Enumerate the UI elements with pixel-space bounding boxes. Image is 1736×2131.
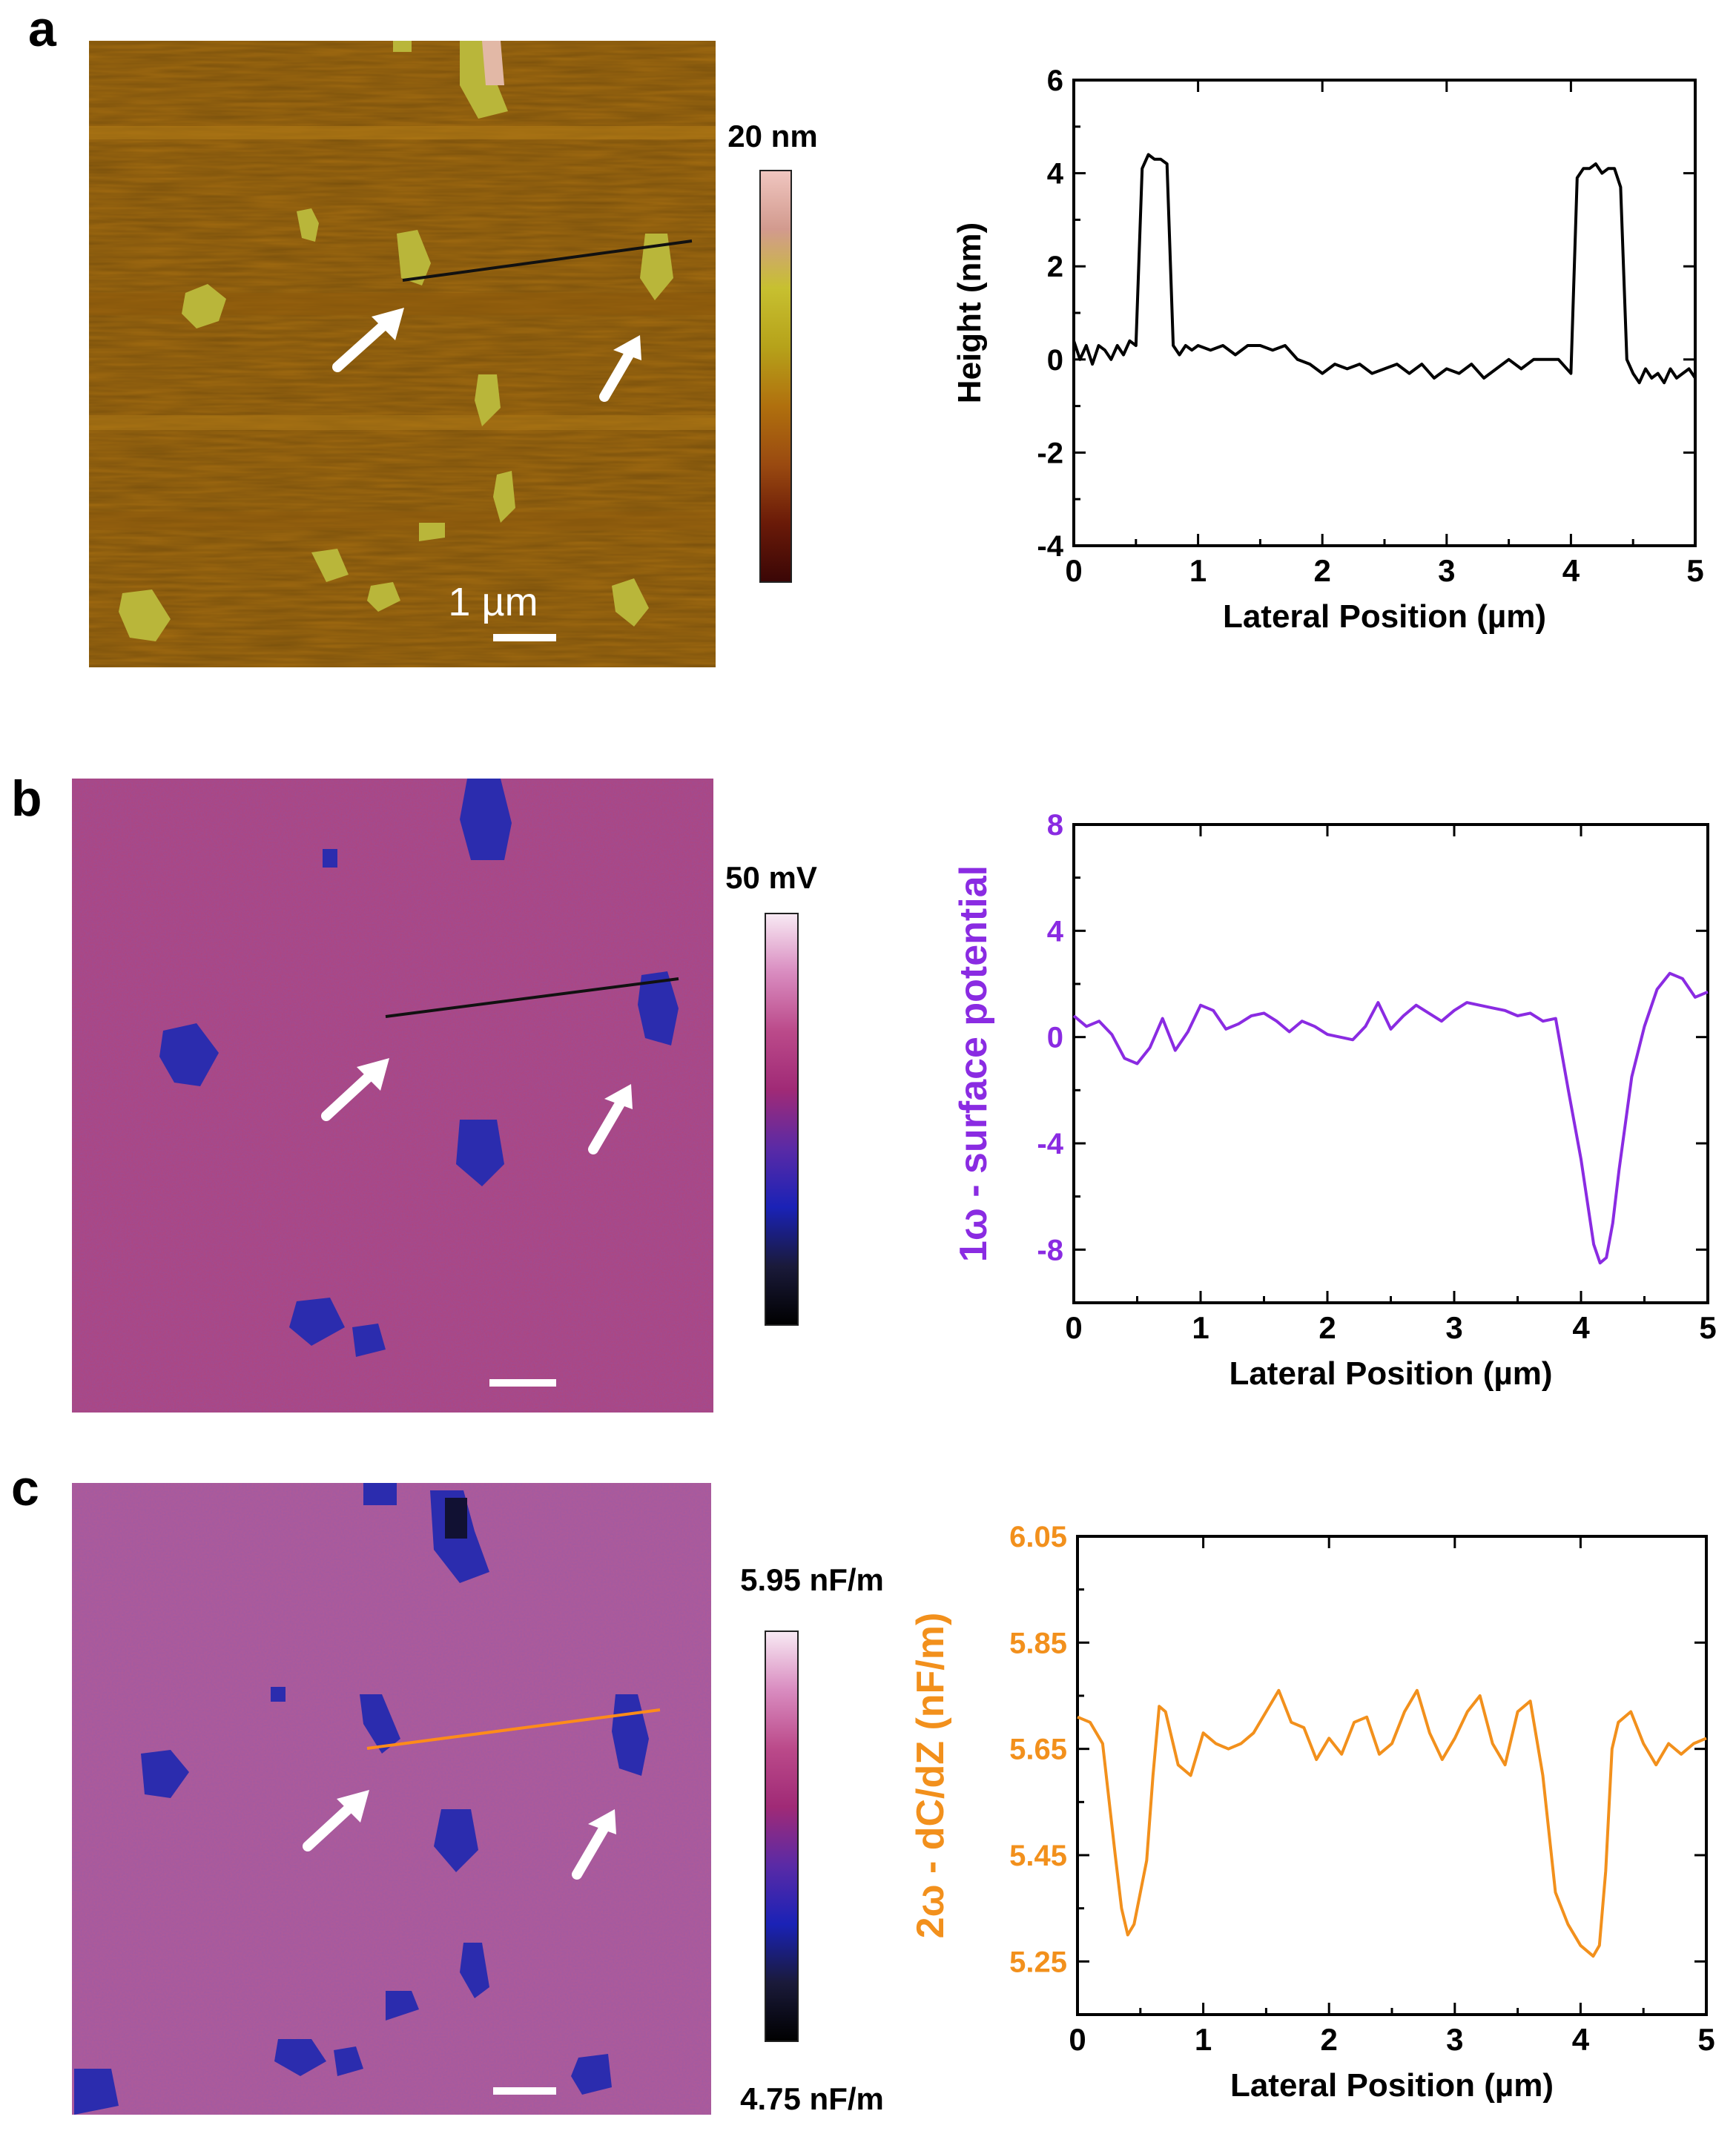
plot-frame: [1072, 79, 1697, 547]
y-axis-label: 2ω - dC/dZ (nF/m): [909, 1613, 952, 1939]
scale-bar: [493, 2087, 556, 2095]
x-tick-label: 0: [1069, 2022, 1086, 2057]
profile-plot-a: 0 1 2 3 4 5 -4 -2 0 2 4 6 Lateral Position (µm) Heigh…: [951, 65, 1704, 635]
x-axis-label: Lateral Position (µm): [1230, 2067, 1554, 2104]
y-tick-label: 5.45: [1009, 1840, 1067, 1872]
series-line: [1072, 971, 1709, 1265]
x-tick-label: 0: [1065, 553, 1082, 588]
colorbar-c: 5.95 nF/m 4.75 nF/m: [740, 1562, 884, 2116]
y-tick-label: 6.05: [1009, 1521, 1067, 1553]
arrow-icon: [303, 1790, 369, 1851]
x-tick-label: 3: [1446, 2022, 1463, 2057]
profile-line-c: [366, 1708, 661, 1750]
x-tick-label: 2: [1318, 1310, 1336, 1345]
y-tick-label: 0: [1047, 1022, 1063, 1054]
y-tick-label: 5.65: [1009, 1734, 1067, 1766]
y-axis-label: 1ω - surface potential: [952, 865, 995, 1262]
arrow-icon: [321, 1058, 389, 1121]
profile-plot-b: 0 1 2 3 4 5 -8 -4 0 4 8 Lateral Position (µm) 1ω - s…: [952, 809, 1717, 1392]
arrow-icon: [599, 335, 641, 402]
y-tick-label: 4: [1047, 915, 1064, 948]
colorbar-max-label: 5.95 nF/m: [740, 1562, 884, 1597]
y-tick-label: 8: [1047, 809, 1063, 842]
x-tick-label: 3: [1438, 553, 1455, 588]
colorbar-b: 50 mV: [725, 860, 817, 1326]
y-tick-label: -8: [1037, 1234, 1063, 1266]
y-tick-label: 5.25: [1009, 1946, 1067, 1978]
series-line: [1077, 1688, 1707, 1958]
y-tick-label: 2: [1047, 251, 1063, 283]
x-tick-label: 2: [1321, 2022, 1338, 2057]
x-tick-label: 1: [1189, 553, 1207, 588]
panel-c: c: [11, 1460, 1715, 2116]
y-tick-label: -4: [1037, 530, 1063, 563]
scale-bar: [493, 634, 556, 641]
panel-letter-b: b: [11, 770, 42, 827]
x-tick-label: 1: [1192, 1310, 1209, 1345]
x-tick-label: 1: [1195, 2022, 1212, 2057]
profile-plot-c: 0 1 2 3 4 5 5.25 5.45 5.65 5.85 6.05 Lateral Positi…: [909, 1521, 1715, 2104]
arrow-icon: [332, 308, 404, 372]
x-tick-label: 3: [1445, 1310, 1462, 1345]
series-line: [1072, 153, 1697, 385]
y-tick-label: 4: [1047, 158, 1064, 191]
colorbar-a: 20 nm: [727, 119, 818, 583]
colorbar-max-label: 20 nm: [727, 119, 817, 153]
x-tick-label: 4: [1572, 2022, 1590, 2057]
arrow-icon: [588, 1084, 633, 1154]
arrow-icon: [572, 1809, 616, 1880]
x-tick-label: 4: [1572, 1310, 1590, 1345]
y-axis-label: Height (nm): [951, 222, 988, 403]
x-tick-label: 0: [1065, 1310, 1082, 1345]
scale-bar-label: 1 µm: [448, 580, 538, 624]
panel-b: b 50 mV: [11, 770, 1717, 1413]
y-tick-label: 6: [1047, 65, 1063, 97]
colorbar-max-label: 50 mV: [725, 860, 817, 895]
y-tick-label: -2: [1037, 437, 1063, 469]
profile-line-b: [385, 977, 679, 1018]
surface-potential-image: [72, 779, 713, 1413]
scale-bar: [489, 1379, 556, 1387]
panel-a: a: [28, 1, 1704, 667]
x-axis-label: Lateral Position (µm): [1223, 598, 1546, 635]
y-tick-label: -4: [1037, 1128, 1063, 1160]
colorbar-min-label: 4.75 nF/m: [740, 2081, 884, 2116]
capacitance-gradient-image: [72, 1483, 711, 2115]
x-tick-label: 5: [1699, 1310, 1716, 1345]
x-tick-label: 2: [1314, 553, 1331, 588]
x-tick-label: 4: [1562, 553, 1580, 588]
height-map-image: 1 µm: [89, 41, 716, 667]
x-axis-label: Lateral Position (µm): [1229, 1355, 1552, 1392]
y-tick-label: 0: [1047, 344, 1063, 377]
profile-line-a: [402, 239, 693, 282]
panel-letter-c: c: [11, 1460, 39, 1516]
y-tick-label: 5.85: [1009, 1627, 1067, 1659]
x-tick-label: 5: [1686, 553, 1703, 588]
panel-letter-a: a: [28, 1, 57, 57]
x-tick-label: 5: [1697, 2022, 1714, 2057]
